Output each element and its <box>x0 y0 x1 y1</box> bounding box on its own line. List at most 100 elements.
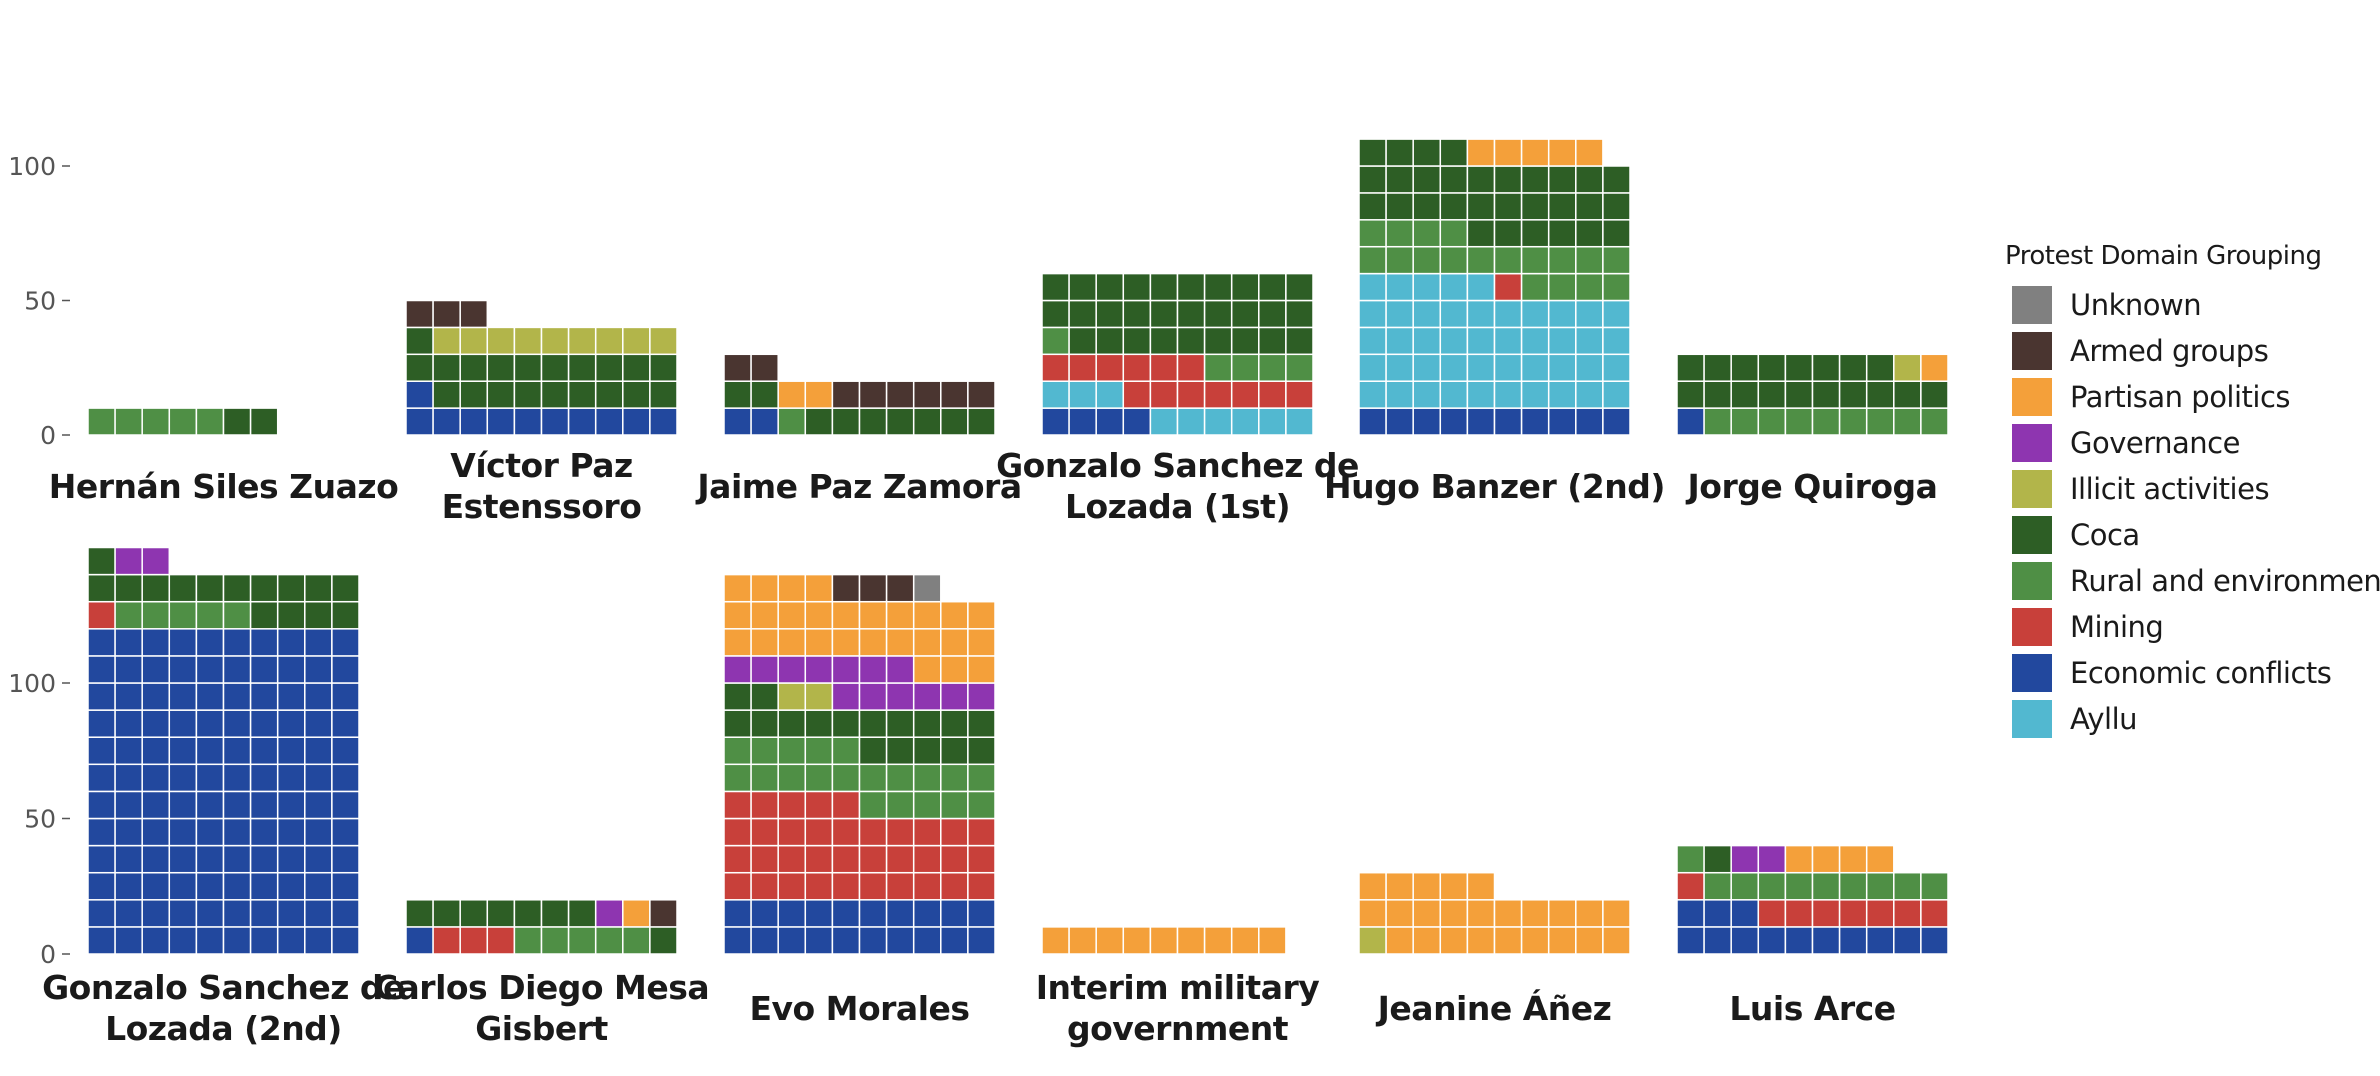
waffle-cell-coca <box>885 709 915 738</box>
waffle-cell-coca <box>967 709 996 738</box>
waffle-cell-economic <box>723 407 752 436</box>
waffle-cell-economic <box>141 790 171 820</box>
waffle-cell-economic <box>249 844 279 874</box>
waffle-cell-coca <box>858 736 888 766</box>
waffle-cell-economic <box>1865 926 1895 955</box>
waffle-cell-ayllu <box>1520 353 1550 382</box>
waffle-cell-economic <box>87 790 116 820</box>
waffle-cell-economic <box>195 926 225 955</box>
panel-title: Jaime Paz Zamora <box>695 467 1021 506</box>
waffle-cell-governance <box>858 682 888 711</box>
waffle-cell-ayllu <box>1493 380 1523 409</box>
waffle-cell-ayllu <box>1493 326 1523 356</box>
waffle-cell-governance <box>750 655 779 684</box>
waffle-cell-coca <box>1920 380 1949 409</box>
waffle-cell-partisan <box>622 899 651 928</box>
waffle-cell-partisan <box>885 600 915 630</box>
waffle-cell-rural <box>1203 353 1233 382</box>
waffle-cell-coca <box>1122 272 1152 302</box>
waffle-cell-coca <box>405 353 434 382</box>
waffle-cell-coca <box>276 600 306 630</box>
waffle-cell-partisan <box>885 628 915 657</box>
waffle-cell-coca <box>1676 380 1705 409</box>
panel-title: Lozada (2nd) <box>105 1009 342 1048</box>
waffle-cell-economic <box>141 844 171 874</box>
panel-title: Gonzalo Sanchez de <box>996 446 1359 485</box>
waffle-cell-coca <box>858 407 888 436</box>
waffle-cell-economic <box>276 817 306 847</box>
waffle-cell-coca <box>276 573 306 603</box>
waffle-cell-economic <box>114 899 143 928</box>
waffle-cell-armed <box>912 380 942 409</box>
waffle-cell-coca <box>1285 272 1314 302</box>
waffle-cell-economic <box>804 926 834 955</box>
waffle-cell-mining <box>912 871 942 901</box>
waffle-cell-economic <box>114 926 143 955</box>
waffle-cell-illicit <box>804 682 834 711</box>
waffle-cell-coca <box>1412 138 1442 167</box>
waffle-cell-partisan <box>858 600 888 630</box>
waffle-cell-governance <box>141 546 171 576</box>
waffle-cell-rural <box>1358 219 1387 248</box>
waffle-cell-rural <box>168 600 198 630</box>
waffle-cell-coca <box>1602 219 1631 248</box>
waffle-cell-coca <box>540 353 570 382</box>
waffle-cell-ayllu <box>1412 380 1442 409</box>
waffle-cell-coca <box>831 407 861 436</box>
waffle-cell-rural <box>1865 871 1895 901</box>
waffle-cell-ayllu <box>1285 407 1314 436</box>
waffle-cell-economic <box>222 871 252 901</box>
waffle-cell-economic <box>114 763 143 793</box>
waffle-cell-armed <box>858 573 888 603</box>
waffle-cell-economic <box>885 926 915 955</box>
waffle-cell-economic <box>622 407 651 436</box>
waffle-cell-coca <box>723 709 752 738</box>
waffle-cell-economic <box>276 628 306 657</box>
waffle-cell-rural <box>1730 871 1760 901</box>
waffle-cell-coca <box>594 353 624 382</box>
waffle-cell-partisan <box>1811 844 1841 874</box>
waffle-cell-economic <box>304 736 333 766</box>
legend-swatch-governance <box>2012 424 2052 462</box>
waffle-cell-economic <box>141 817 171 847</box>
waffle-cell-mining <box>1893 899 1922 928</box>
waffle-cell-mining <box>940 817 969 847</box>
waffle-cell-economic <box>222 763 252 793</box>
waffle-cell-rural <box>858 790 888 820</box>
waffle-cell-partisan <box>1439 871 1469 901</box>
waffle-cell-coca <box>432 899 461 928</box>
waffle-cell-coca <box>912 736 942 766</box>
waffle-cell-ayllu <box>1412 353 1442 382</box>
waffle-cell-partisan <box>804 573 834 603</box>
waffle-cell-partisan <box>1466 138 1496 167</box>
waffle-cell-partisan <box>804 628 834 657</box>
waffle-cell-economic <box>168 655 198 684</box>
waffle-cell-armed <box>858 380 888 409</box>
waffle-cell-illicit <box>459 326 489 356</box>
waffle-cell-armed <box>723 353 752 382</box>
waffle-cell-armed <box>831 380 861 409</box>
waffle-cell-coca <box>940 709 969 738</box>
waffle-cell-economic <box>331 763 360 793</box>
waffle-cell-coca <box>1602 165 1631 194</box>
waffle-cell-rural <box>1439 245 1469 275</box>
waffle-cell-coca <box>1439 165 1469 194</box>
waffle-cell-governance <box>777 655 807 684</box>
waffle-cell-coca <box>249 600 279 630</box>
waffle-cell-economic <box>1493 407 1523 436</box>
legend-swatch-illicit <box>2012 470 2052 508</box>
waffle-cell-rural <box>804 763 834 793</box>
waffle-cell-economic <box>540 407 570 436</box>
waffle-cell-coca <box>804 709 834 738</box>
waffle-cell-rural <box>195 407 225 436</box>
waffle-cell-economic <box>304 709 333 738</box>
waffle-cell-economic <box>141 628 171 657</box>
waffle-cell-rural <box>750 763 779 793</box>
waffle-cell-economic <box>222 655 252 684</box>
waffle-cell-mining <box>87 600 116 630</box>
waffle-cell-economic <box>304 655 333 684</box>
waffle-cell-economic <box>276 871 306 901</box>
waffle-cell-economic <box>1893 926 1922 955</box>
waffle-cell-coca <box>1230 272 1260 302</box>
